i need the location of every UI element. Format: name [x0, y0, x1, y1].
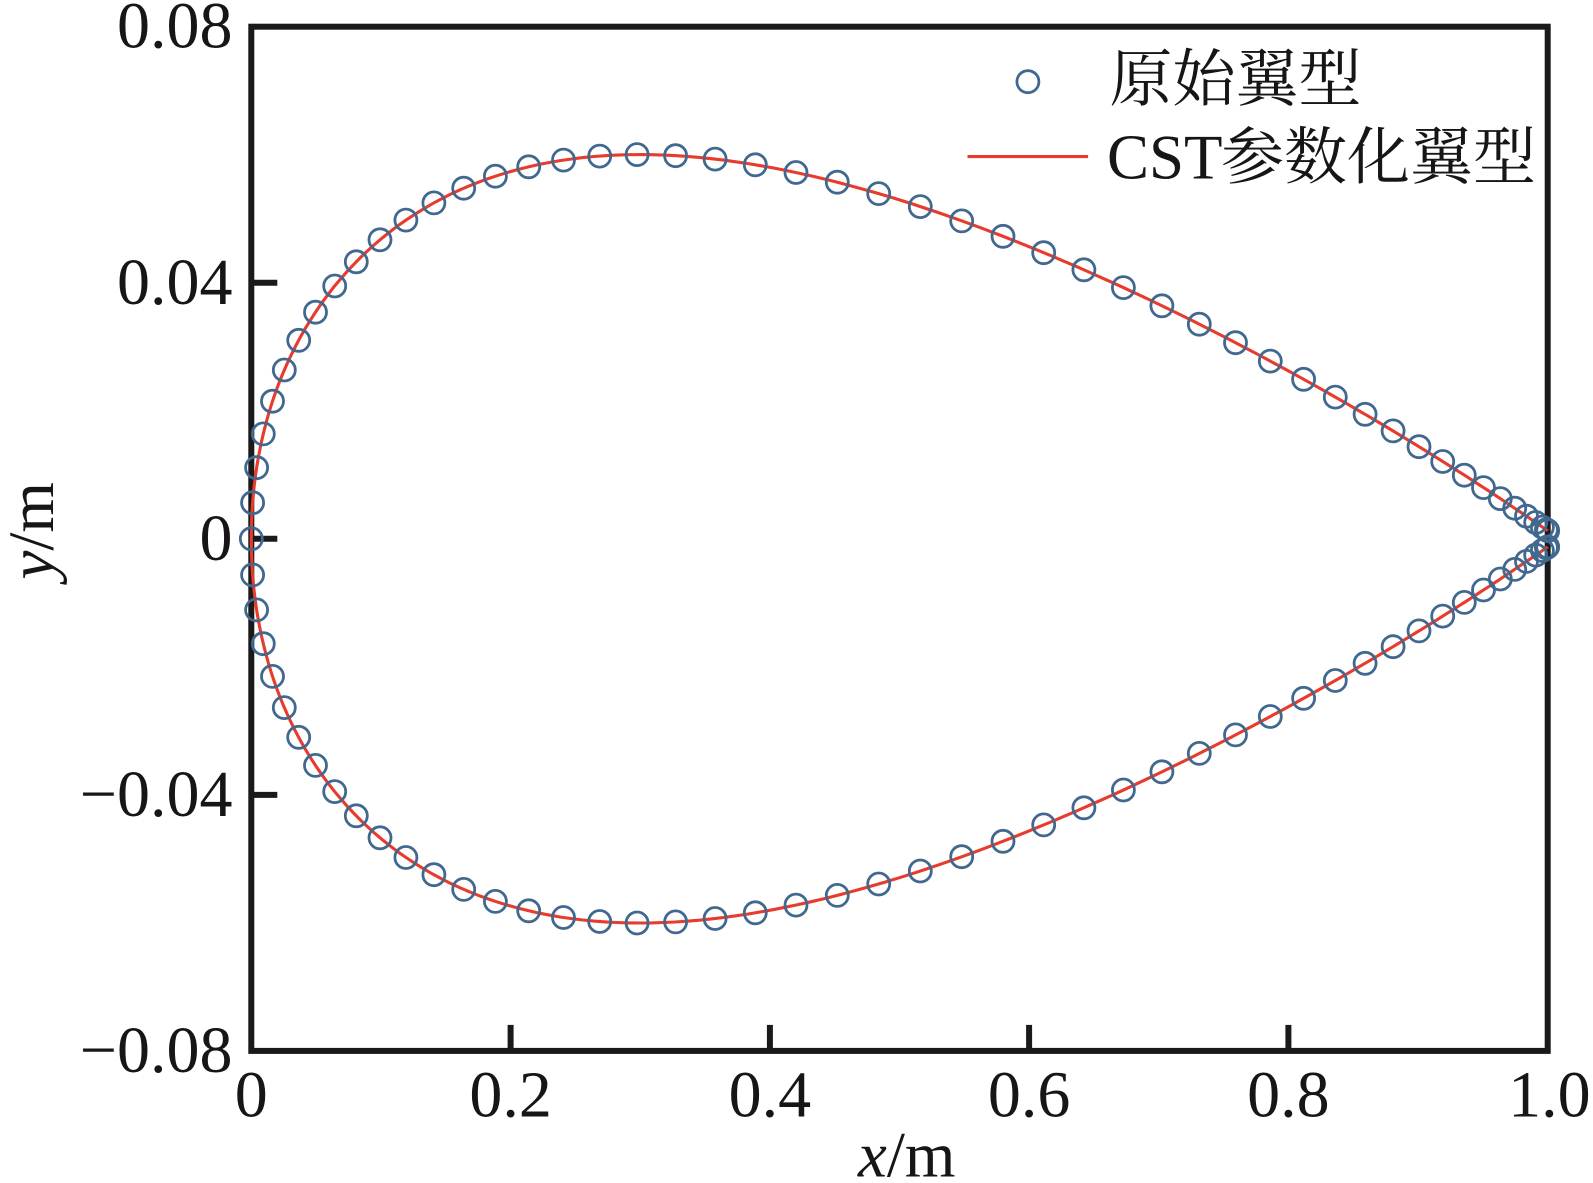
svg-text:0.6: 0.6 [988, 1059, 1071, 1132]
svg-text:0.08: 0.08 [117, 0, 233, 63]
svg-text:0.04: 0.04 [117, 246, 233, 319]
svg-text:0: 0 [200, 502, 233, 575]
svg-text:−0.04: −0.04 [80, 758, 233, 831]
svg-text:CST: CST [1107, 123, 1223, 193]
svg-text:x/m: x/m [857, 1120, 955, 1183]
svg-text:0.2: 0.2 [469, 1059, 552, 1132]
svg-text:−0.08: −0.08 [80, 1014, 233, 1087]
svg-text:0: 0 [235, 1059, 268, 1132]
svg-text:0.4: 0.4 [729, 1059, 812, 1132]
svg-text:y/m: y/m [0, 482, 68, 585]
svg-text:0.8: 0.8 [1247, 1059, 1330, 1132]
svg-text:1.0: 1.0 [1508, 1059, 1591, 1132]
